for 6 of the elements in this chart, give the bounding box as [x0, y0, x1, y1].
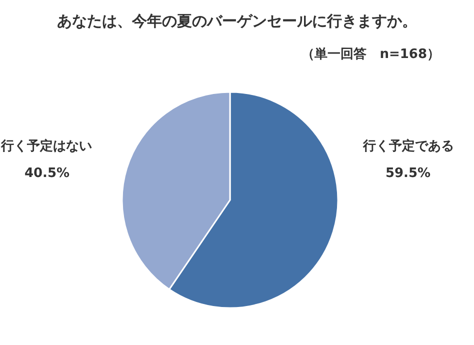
- slice-label: 行く予定はない: [0, 138, 92, 154]
- data-label: 40.5%: [24, 166, 70, 181]
- chart-subtitle: （単一回答 n=168）: [302, 47, 440, 62]
- chart-title: あなたは、今年の夏のバーゲンセールに行きますか。: [57, 12, 417, 30]
- data-label: 59.5%: [385, 166, 431, 181]
- slice-label: 行く予定である: [362, 138, 454, 154]
